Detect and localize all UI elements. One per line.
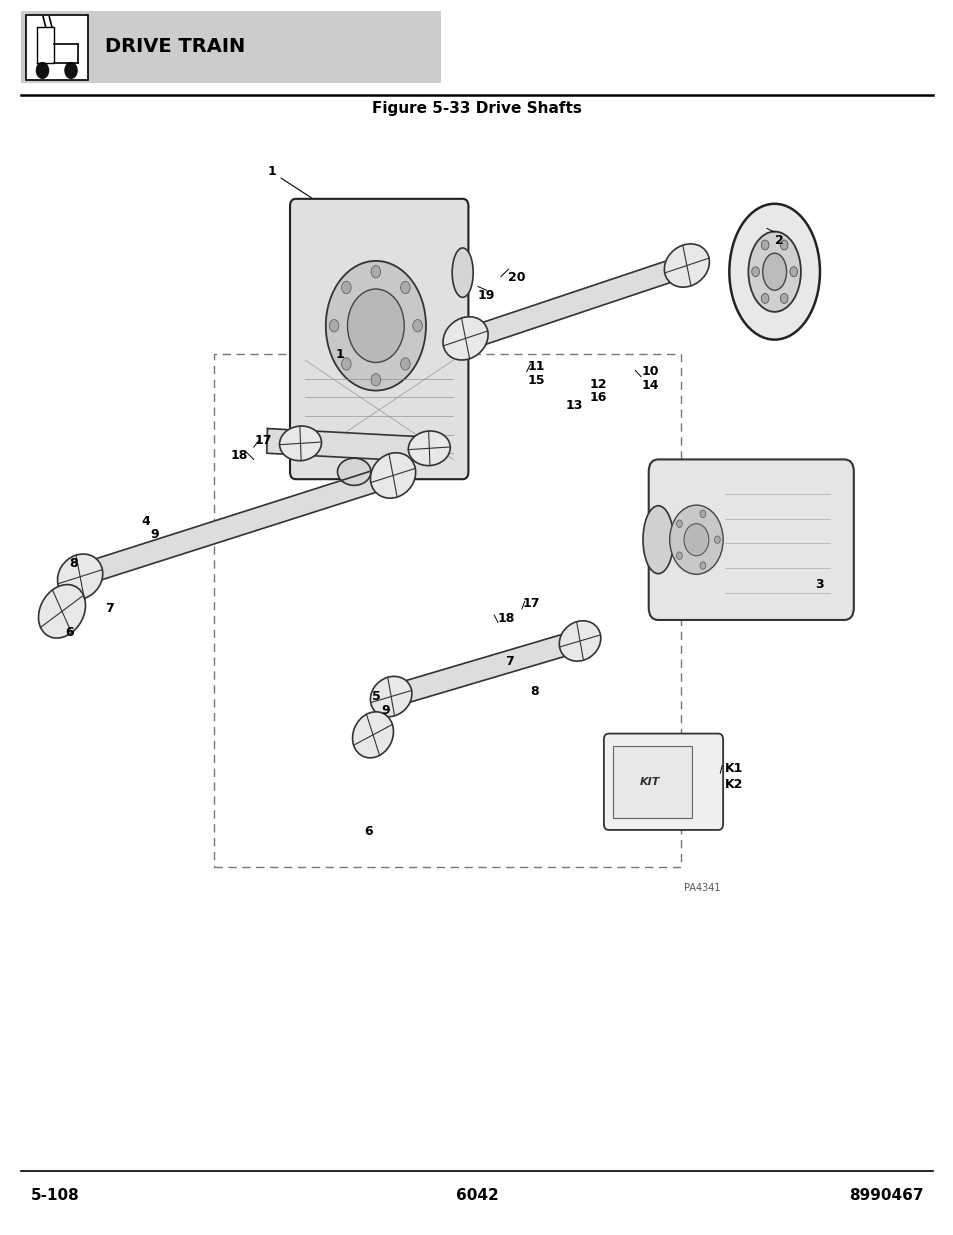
Text: 7: 7	[105, 603, 113, 615]
Text: 7: 7	[505, 656, 514, 668]
Text: 13: 13	[565, 399, 582, 411]
Text: 9: 9	[151, 529, 159, 541]
Text: 8: 8	[530, 685, 538, 698]
Ellipse shape	[370, 453, 416, 498]
Text: 17: 17	[254, 435, 272, 447]
Text: 18: 18	[231, 450, 248, 462]
Ellipse shape	[279, 426, 321, 461]
Bar	[213, 354, 680, 867]
Bar	[613, 746, 692, 818]
Polygon shape	[463, 254, 688, 351]
Ellipse shape	[337, 458, 371, 485]
Circle shape	[371, 374, 380, 385]
Circle shape	[341, 358, 351, 370]
Ellipse shape	[442, 316, 488, 361]
Text: K2: K2	[724, 778, 742, 790]
Text: DRIVE TRAIN: DRIVE TRAIN	[105, 37, 245, 57]
Circle shape	[714, 536, 720, 543]
Text: 19: 19	[477, 289, 495, 301]
Ellipse shape	[747, 231, 800, 312]
Text: 2: 2	[774, 235, 782, 247]
Circle shape	[371, 266, 380, 278]
Text: 10: 10	[640, 366, 658, 378]
Text: 17: 17	[522, 598, 539, 610]
FancyBboxPatch shape	[603, 734, 722, 830]
Circle shape	[413, 320, 422, 332]
Circle shape	[400, 358, 410, 370]
Text: PA4341: PA4341	[683, 883, 720, 893]
Text: 15: 15	[527, 374, 544, 387]
Text: 18: 18	[497, 613, 515, 625]
Text: KIT: KIT	[639, 777, 659, 787]
Text: 14: 14	[640, 379, 658, 391]
Text: 1: 1	[267, 165, 313, 199]
Text: 3: 3	[815, 578, 823, 590]
Text: 8: 8	[70, 557, 78, 569]
Bar	[26, 15, 88, 80]
Polygon shape	[70, 462, 402, 589]
Ellipse shape	[452, 248, 473, 298]
Circle shape	[780, 294, 787, 304]
Circle shape	[65, 63, 77, 78]
Text: 6: 6	[364, 825, 373, 837]
Circle shape	[329, 320, 338, 332]
Text: 20: 20	[508, 272, 525, 284]
Circle shape	[700, 510, 705, 517]
Ellipse shape	[370, 677, 412, 716]
Circle shape	[751, 267, 759, 277]
Circle shape	[700, 562, 705, 569]
Ellipse shape	[728, 204, 820, 340]
Ellipse shape	[663, 243, 709, 288]
Circle shape	[676, 520, 681, 527]
FancyBboxPatch shape	[648, 459, 853, 620]
Text: 6042: 6042	[456, 1188, 497, 1203]
Bar	[21, 11, 440, 83]
Circle shape	[669, 505, 722, 574]
Text: K1: K1	[724, 762, 742, 774]
Text: 5: 5	[372, 690, 380, 703]
Circle shape	[676, 552, 681, 559]
Text: 12: 12	[589, 378, 606, 390]
Text: Figure 5-33 Drive Shafts: Figure 5-33 Drive Shafts	[372, 101, 581, 116]
Ellipse shape	[642, 506, 673, 573]
Circle shape	[760, 294, 768, 304]
Circle shape	[400, 282, 410, 294]
Text: 1: 1	[335, 348, 344, 361]
Text: 5-108: 5-108	[30, 1188, 79, 1203]
Circle shape	[326, 261, 425, 390]
Polygon shape	[384, 627, 588, 709]
Circle shape	[36, 63, 49, 78]
FancyBboxPatch shape	[290, 199, 468, 479]
Ellipse shape	[558, 621, 600, 661]
Text: 8990467: 8990467	[848, 1188, 923, 1203]
Ellipse shape	[408, 431, 450, 466]
Text: 6: 6	[65, 626, 73, 638]
Circle shape	[760, 240, 768, 249]
Text: 9: 9	[381, 704, 390, 716]
Circle shape	[789, 267, 797, 277]
Circle shape	[683, 524, 708, 556]
Ellipse shape	[762, 253, 785, 290]
Circle shape	[347, 289, 404, 363]
Text: 16: 16	[589, 391, 606, 404]
Polygon shape	[267, 429, 429, 462]
Circle shape	[341, 282, 351, 294]
Text: 4: 4	[141, 515, 150, 527]
Ellipse shape	[57, 555, 103, 599]
Ellipse shape	[353, 711, 393, 758]
Circle shape	[780, 240, 787, 249]
Text: 11: 11	[527, 361, 544, 373]
Ellipse shape	[38, 584, 86, 638]
